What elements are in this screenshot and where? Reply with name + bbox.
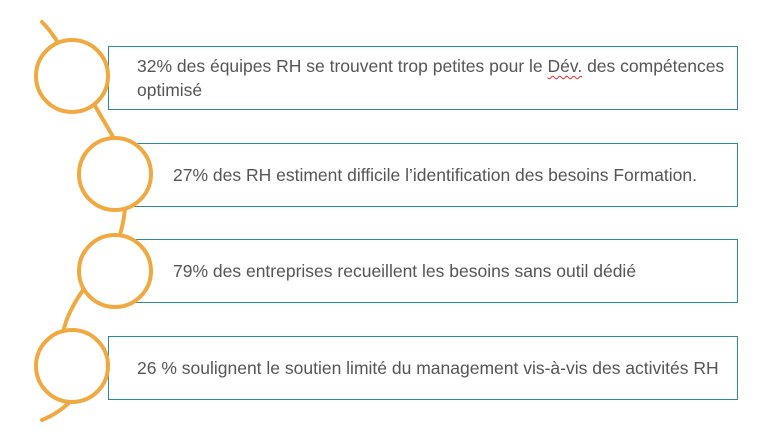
statement-text-1-part-b: des compétences optimisé [137, 56, 725, 100]
statement-text-4-content: 26 % soulignent le soutien limité du man… [137, 358, 719, 378]
statement-text-1-part-a: 32% des équipes RH se trouvent trop peti… [137, 56, 548, 76]
statement-text-3-content: 79% des entreprises recueillent les beso… [173, 261, 637, 281]
statement-text-1: 32% des équipes RH se trouvent trop peti… [137, 54, 727, 102]
statement-text-2: 27% des RH estiment difficile l’identifi… [173, 163, 723, 187]
spellcheck-flagged-word: Dév. [547, 56, 583, 76]
statement-box-3: 79% des entreprises recueillent les beso… [128, 239, 738, 303]
statement-text-4: 26 % soulignent le soutien limité du man… [137, 356, 727, 380]
statement-box-1: 32% des équipes RH se trouvent trop peti… [108, 46, 738, 110]
statement-text-3: 79% des entreprises recueillent les beso… [173, 259, 733, 283]
statement-box-4: 26 % soulignent le soutien limité du man… [108, 336, 738, 400]
statement-text-2-content: 27% des RH estiment difficile l’identifi… [173, 165, 697, 185]
statement-box-2: 27% des RH estiment difficile l’identifi… [128, 143, 738, 207]
